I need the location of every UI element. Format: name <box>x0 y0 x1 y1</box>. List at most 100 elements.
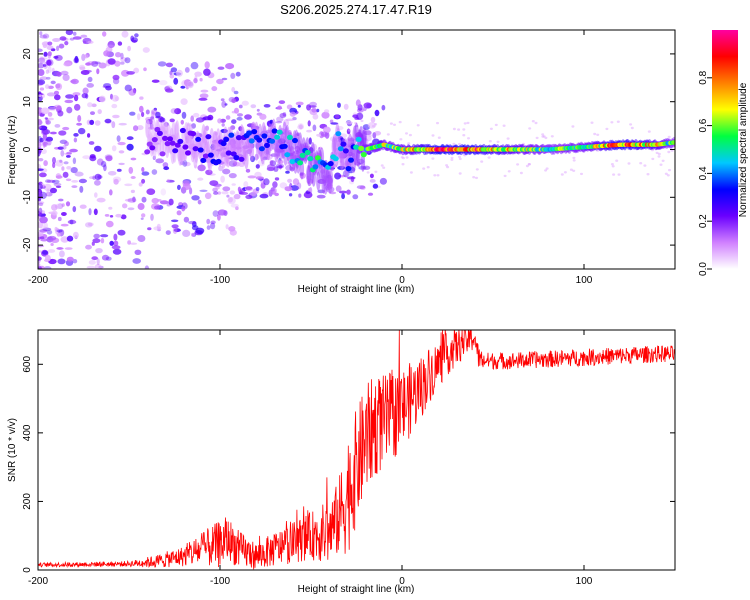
noise-blob <box>311 107 317 113</box>
noise-blob <box>92 175 96 180</box>
noise-blob <box>89 119 95 125</box>
noise-blob <box>140 217 144 220</box>
noise-blob <box>307 120 311 127</box>
noise-blob <box>159 200 169 205</box>
noise-blob <box>563 171 567 174</box>
noise-blob <box>116 168 122 172</box>
noise-blob <box>154 205 161 210</box>
noise-blob <box>38 158 44 162</box>
noise-blob <box>42 133 48 140</box>
noise-blob <box>107 171 117 176</box>
noise-blob <box>117 141 126 146</box>
ridge-point <box>299 152 306 158</box>
noise-blob <box>367 192 374 196</box>
noise-blob <box>56 247 63 250</box>
ridge-point <box>312 164 319 170</box>
snr-x-label: Height of straight line (km) <box>298 584 415 595</box>
noise-blob <box>124 198 133 202</box>
noise-blob <box>121 30 129 38</box>
noise-blob <box>67 219 77 225</box>
y-tick-label: -10 <box>22 190 33 205</box>
noise-blob <box>343 103 349 110</box>
noise-blob <box>480 160 484 163</box>
ridge-point <box>238 156 245 162</box>
noise-blob <box>472 176 476 179</box>
noise-blob <box>121 69 130 77</box>
noise-blob <box>64 141 69 147</box>
noise-blob <box>126 143 134 151</box>
noise-blob <box>374 170 378 173</box>
ridge-point <box>353 144 360 150</box>
noise-blob <box>111 121 116 129</box>
noise-blob <box>284 186 293 192</box>
x-tick-label: -100 <box>210 576 230 587</box>
noise-blob <box>347 176 356 180</box>
noise-blob <box>87 40 94 44</box>
noise-blob <box>64 99 74 104</box>
noise-blob <box>38 69 45 76</box>
noise-blob <box>63 161 69 165</box>
noise-blob <box>139 105 144 113</box>
noise-blob <box>113 240 119 247</box>
noise-blob <box>416 124 420 127</box>
noise-blob <box>180 85 186 89</box>
noise-blob <box>38 57 46 64</box>
noise-blob <box>60 150 65 157</box>
snr-y-label: SNR (10 * v/v) <box>7 418 18 482</box>
noise-blob <box>72 36 82 40</box>
noise-blob <box>355 99 361 107</box>
noise-blob <box>204 192 212 200</box>
noise-blob <box>352 194 359 200</box>
noise-blob <box>66 155 71 158</box>
noise-blob <box>46 179 56 183</box>
noise-blob <box>452 142 456 146</box>
ridge-point <box>164 141 171 147</box>
noise-blob <box>43 222 48 229</box>
noise-blob <box>199 189 208 192</box>
noise-blob <box>230 203 239 208</box>
noise-blob <box>277 165 283 169</box>
noise-blob <box>42 33 50 39</box>
noise-blob <box>134 249 142 255</box>
ridge-point <box>264 142 270 148</box>
noise-blob <box>82 155 91 160</box>
noise-blob <box>426 166 430 169</box>
noise-blob <box>40 238 48 242</box>
noise-blob <box>630 126 634 130</box>
noise-blob <box>38 79 46 85</box>
noise-blob <box>488 140 492 143</box>
ridge-point <box>195 136 202 142</box>
noise-blob <box>38 183 43 191</box>
noise-blob <box>228 226 236 232</box>
y-tick-label: 0 <box>22 567 33 573</box>
noise-blob <box>330 122 339 125</box>
noise-blob <box>617 173 621 176</box>
ridge-halo <box>244 150 249 170</box>
noise-blob <box>359 185 366 190</box>
noise-blob <box>422 167 426 170</box>
noise-blob <box>199 93 209 99</box>
noise-blob <box>57 258 66 265</box>
noise-blob <box>47 112 53 117</box>
noise-blob <box>130 189 135 194</box>
noise-blob <box>132 196 136 203</box>
noise-blob <box>275 163 285 169</box>
noise-blob <box>106 44 115 49</box>
noise-blob <box>104 214 110 217</box>
spectrogram-y-label: Frequency (Hz) <box>7 116 18 185</box>
noise-blob <box>96 68 100 75</box>
noise-blob <box>218 165 224 172</box>
noise-blob <box>73 231 79 239</box>
noise-blob <box>285 170 290 174</box>
noise-blob <box>380 164 384 167</box>
noise-blob <box>54 124 61 128</box>
y-tick-label: 20 <box>22 48 33 60</box>
noise-blob <box>116 135 121 143</box>
noise-blob <box>210 222 216 230</box>
noise-blob <box>70 167 78 174</box>
noise-blob <box>65 94 75 99</box>
noise-blob <box>72 157 77 165</box>
noise-blob <box>45 84 50 89</box>
noise-blob <box>45 69 50 74</box>
noise-blob <box>324 109 330 114</box>
